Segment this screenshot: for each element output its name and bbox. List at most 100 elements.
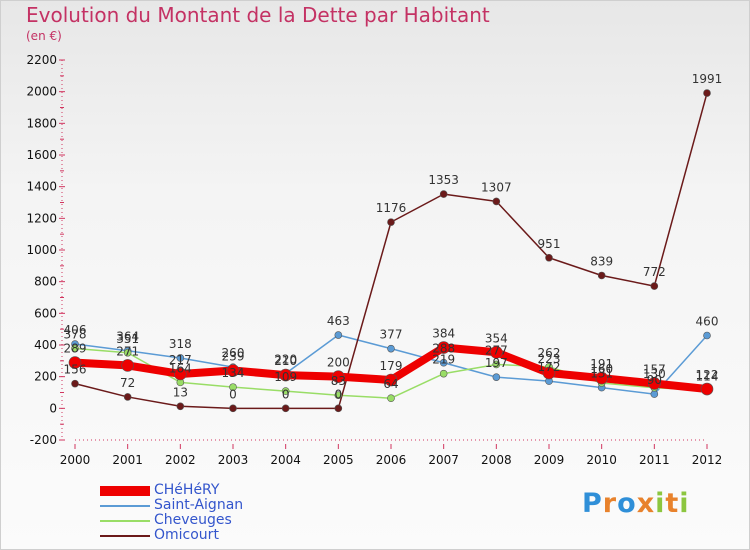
data-point bbox=[176, 402, 185, 411]
data-point bbox=[703, 331, 711, 340]
data-label: 378 bbox=[64, 327, 87, 341]
data-label: 384 bbox=[432, 327, 455, 341]
legend-label: Saint-Aignan bbox=[154, 497, 244, 513]
y-tick-label: 0 bbox=[49, 401, 57, 415]
data-point bbox=[700, 382, 714, 396]
chart-subtitle: (en €) bbox=[26, 29, 62, 43]
logo-letter: i bbox=[679, 488, 690, 519]
legend: CHéHéRY Saint-Aignan Cheveuges Omicourt bbox=[100, 482, 300, 543]
data-label: 289 bbox=[64, 342, 87, 356]
data-point bbox=[492, 197, 501, 206]
data-label: 364 bbox=[116, 330, 139, 344]
data-label: 1991 bbox=[692, 72, 723, 86]
legend-item-cheveuges: Cheveuges bbox=[100, 512, 300, 528]
data-point bbox=[229, 404, 237, 413]
data-point bbox=[123, 393, 132, 401]
data-point bbox=[703, 89, 711, 97]
x-tick-label: 2003 bbox=[218, 453, 249, 467]
data-label: 156 bbox=[64, 363, 87, 377]
data-point bbox=[490, 345, 503, 359]
data-label: 1353 bbox=[428, 173, 459, 187]
y-tick-label: -200 bbox=[30, 433, 57, 447]
data-label: 262 bbox=[538, 346, 561, 360]
data-label: 160 bbox=[590, 362, 613, 376]
logo-letter: P bbox=[582, 488, 603, 519]
data-point bbox=[334, 391, 343, 399]
y-tick-label: 1200 bbox=[26, 211, 57, 225]
legend-swatch bbox=[100, 498, 150, 513]
data-point bbox=[545, 253, 553, 262]
data-label: 172 bbox=[538, 360, 561, 374]
data-label: 1176 bbox=[376, 201, 407, 215]
data-label: 406 bbox=[64, 323, 87, 337]
data-label: 191 bbox=[590, 357, 613, 371]
data-label: 839 bbox=[590, 254, 613, 268]
legend-label: Omicourt bbox=[154, 527, 219, 543]
data-point bbox=[384, 373, 398, 387]
data-point bbox=[387, 344, 395, 353]
data-label: 220 bbox=[274, 353, 297, 367]
data-label: 772 bbox=[643, 265, 666, 279]
data-labels: 406 364 318 260 220 463 377 288 197 172 131 90 460 37… bbox=[64, 72, 723, 401]
data-point bbox=[542, 366, 556, 380]
data-points bbox=[68, 89, 714, 413]
data-label: 271 bbox=[116, 344, 139, 358]
data-point bbox=[71, 379, 79, 388]
data-label: 134 bbox=[222, 366, 245, 380]
data-point bbox=[650, 282, 659, 290]
axes bbox=[59, 59, 708, 449]
legend-swatch bbox=[100, 513, 150, 528]
data-point bbox=[437, 341, 450, 354]
data-point bbox=[281, 404, 290, 413]
data-label: 157 bbox=[643, 362, 666, 376]
x-tick-label: 2005 bbox=[323, 453, 354, 467]
logo-letter: i bbox=[655, 488, 666, 519]
y-tick-label: 1800 bbox=[26, 116, 57, 130]
data-label: 223 bbox=[538, 352, 561, 366]
data-label: 0 bbox=[282, 387, 290, 401]
y-tick-label: 600 bbox=[34, 306, 57, 320]
legend-label: Cheveuges bbox=[154, 512, 232, 528]
proxiti-logo: Proxiti bbox=[582, 488, 690, 519]
data-label: 83 bbox=[331, 374, 346, 388]
y-tick-label: 400 bbox=[34, 338, 57, 352]
legend-item-saint-aignan: Saint-Aignan bbox=[100, 497, 300, 513]
data-point bbox=[226, 364, 240, 377]
data-label: 351 bbox=[116, 332, 139, 346]
legend-item-omicourt: Omicourt bbox=[100, 527, 300, 543]
data-point bbox=[174, 367, 187, 381]
data-label: 210 bbox=[274, 354, 297, 368]
data-label: 130 bbox=[643, 367, 666, 381]
data-label: 463 bbox=[327, 314, 350, 328]
x-tick-label: 2004 bbox=[270, 453, 301, 467]
data-label: 179 bbox=[380, 359, 403, 373]
data-point bbox=[439, 358, 448, 367]
data-point bbox=[650, 390, 659, 398]
data-label: 354 bbox=[485, 331, 508, 345]
data-point bbox=[281, 387, 290, 395]
data-point bbox=[597, 271, 606, 280]
data-point bbox=[334, 331, 343, 339]
x-tick-label: 2012 bbox=[692, 453, 723, 467]
x-tick-label: 2001 bbox=[112, 453, 143, 467]
data-label: 122 bbox=[696, 368, 719, 382]
data-point bbox=[68, 356, 82, 369]
chart-title: Evolution du Montant de la Dette par Hab… bbox=[26, 3, 490, 27]
data-label: 13 bbox=[173, 385, 188, 399]
data-point bbox=[123, 348, 132, 357]
x-tick-label: 2006 bbox=[376, 453, 407, 467]
logo-letter: r bbox=[602, 488, 618, 519]
x-tick-label: 2008 bbox=[481, 453, 512, 467]
data-point bbox=[439, 369, 448, 378]
data-label: 90 bbox=[647, 373, 662, 387]
data-label: 260 bbox=[222, 346, 245, 360]
data-point bbox=[648, 377, 661, 390]
data-label: 239 bbox=[222, 349, 245, 363]
data-point bbox=[176, 354, 185, 362]
y-tick-label: 200 bbox=[34, 370, 57, 384]
data-label: 131 bbox=[590, 367, 613, 381]
logo-letter: x bbox=[636, 488, 656, 519]
y-tick-label: 1600 bbox=[26, 148, 57, 162]
